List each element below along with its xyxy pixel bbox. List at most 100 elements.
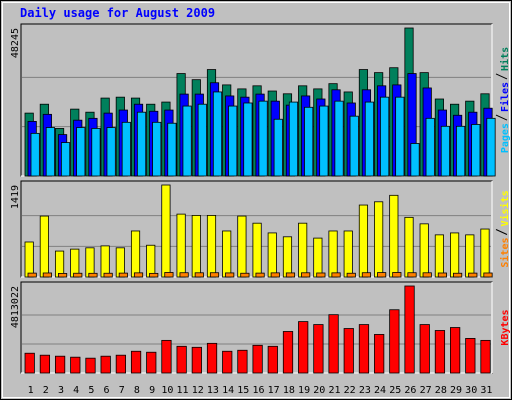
- bar: [100, 355, 111, 374]
- x-tick-label: 11: [177, 385, 189, 396]
- bar: [471, 124, 481, 177]
- bar: [450, 327, 461, 374]
- bar: [468, 272, 478, 278]
- legend-label: Hits: [499, 47, 511, 71]
- bar: [480, 339, 491, 374]
- bar: [374, 334, 385, 374]
- x-tick-label: 6: [104, 385, 110, 396]
- bar: [70, 248, 80, 278]
- legend: Pages Files Hits: [495, 47, 511, 153]
- bar: [176, 213, 186, 278]
- bar: [54, 355, 66, 374]
- bar: [91, 128, 101, 177]
- x-tick-label: 12: [192, 385, 204, 396]
- bar: [191, 215, 201, 278]
- x-tick-label: 27: [420, 385, 432, 396]
- bar: [285, 272, 296, 278]
- x-tick-label: 29: [450, 385, 462, 396]
- bar: [30, 132, 40, 177]
- x-tick-label: 18: [283, 385, 295, 396]
- bar: [349, 115, 359, 177]
- bar: [115, 354, 126, 374]
- bar: [465, 338, 476, 374]
- bar: [288, 101, 299, 177]
- bar: [255, 272, 265, 278]
- legend-separator: [495, 73, 508, 80]
- bar: [361, 272, 372, 278]
- bar: [313, 237, 323, 278]
- bar: [152, 121, 162, 177]
- bar: [267, 345, 278, 374]
- bar: [103, 272, 113, 278]
- bar: [194, 272, 204, 278]
- x-tick-label: 13: [207, 385, 219, 396]
- y-tick-label: 48245: [10, 28, 21, 58]
- x-tick-label: 16: [252, 385, 264, 396]
- bar: [298, 222, 308, 278]
- bar: [24, 352, 35, 374]
- bar: [222, 230, 232, 278]
- bar: [228, 105, 238, 177]
- bar: [374, 201, 384, 278]
- bar: [358, 204, 369, 278]
- bar: [209, 272, 220, 278]
- bar: [225, 272, 235, 278]
- legend-label: Visits: [499, 190, 511, 226]
- bar: [313, 324, 324, 374]
- bar: [389, 309, 400, 374]
- bar: [483, 272, 493, 278]
- bar: [258, 100, 268, 177]
- bar: [480, 228, 490, 278]
- bar: [45, 127, 55, 177]
- x-tick-label: 23: [359, 385, 371, 396]
- x-tick-label: 14: [222, 385, 234, 396]
- legend-label: Pages: [500, 123, 511, 153]
- bar: [270, 272, 280, 278]
- x-tick-label: 3: [58, 385, 64, 396]
- bar: [440, 125, 450, 177]
- bar: [197, 103, 207, 177]
- y-tick-label: 1419: [10, 185, 21, 209]
- bar: [237, 215, 247, 278]
- bar: [419, 223, 429, 278]
- bar: [206, 215, 217, 278]
- x-tick-label: 7: [119, 385, 125, 396]
- bar: [392, 272, 402, 278]
- legend-label: KBytes: [500, 309, 511, 345]
- bar: [404, 285, 415, 374]
- bar: [434, 330, 446, 374]
- bar: [343, 230, 353, 278]
- bar: [118, 272, 128, 278]
- bar: [380, 96, 390, 177]
- bar: [304, 106, 314, 177]
- bar: [319, 105, 329, 177]
- bar: [389, 194, 399, 278]
- legend: KBytes: [500, 309, 511, 345]
- x-tick-label: 8: [134, 385, 140, 396]
- bar: [273, 118, 283, 177]
- x-tick-label: 10: [161, 385, 173, 396]
- legend-separator: [495, 229, 508, 235]
- bar: [146, 244, 156, 278]
- bar: [161, 339, 172, 374]
- bar: [267, 232, 277, 278]
- bar: [136, 111, 147, 177]
- bar: [328, 314, 339, 374]
- bar: [410, 143, 420, 177]
- bar: [395, 96, 405, 177]
- bar: [146, 351, 157, 374]
- bar: [377, 272, 387, 278]
- bar: [167, 122, 177, 177]
- bar: [450, 232, 460, 278]
- bar: [76, 127, 86, 177]
- bar: [100, 245, 110, 278]
- bar: [70, 356, 81, 374]
- bar: [334, 100, 344, 177]
- bar: [456, 125, 466, 177]
- x-tick-label: 25: [389, 385, 401, 396]
- bar: [358, 324, 370, 374]
- bar: [130, 350, 142, 374]
- x-tick-label: 31: [480, 385, 492, 396]
- bar: [282, 331, 294, 374]
- x-tick-label: 21: [328, 385, 340, 396]
